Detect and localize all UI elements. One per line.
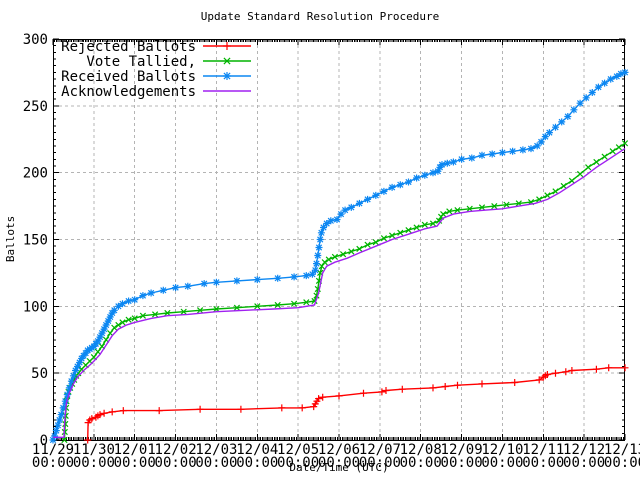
svg-text:150: 150: [23, 233, 48, 249]
svg-text:12/13: 12/13: [604, 442, 640, 458]
svg-text:11/30: 11/30: [73, 442, 115, 458]
svg-text:100: 100: [23, 299, 48, 315]
svg-text:12/09: 12/09: [441, 442, 483, 458]
svg-text:00:00: 00:00: [522, 455, 564, 471]
svg-text:12/02: 12/02: [155, 442, 197, 458]
svg-text:12/12: 12/12: [563, 442, 605, 458]
data-series: [49, 68, 629, 444]
svg-text:00:00: 00:00: [563, 455, 605, 471]
svg-text:50: 50: [31, 366, 48, 382]
svg-text:12/03: 12/03: [195, 442, 237, 458]
legend-label-rejected-ballots: Rejected Ballots: [61, 39, 196, 55]
svg-text:200: 200: [23, 166, 48, 182]
svg-text:00:00: 00:00: [318, 455, 360, 471]
legend-label-vote-tallied: Vote Tallied,: [86, 54, 196, 70]
plot-border: [53, 39, 625, 441]
svg-text:12/10: 12/10: [481, 442, 523, 458]
svg-text:300: 300: [23, 32, 48, 48]
svg-text:12/08: 12/08: [400, 442, 442, 458]
svg-text:00:00: 00:00: [359, 455, 401, 471]
svg-text:250: 250: [23, 99, 48, 115]
legend-samples: [203, 42, 251, 92]
svg-text:00:00: 00:00: [400, 455, 442, 471]
svg-text:00:00: 00:00: [32, 455, 74, 471]
svg-text:00:00: 00:00: [236, 455, 278, 471]
svg-text:00:00: 00:00: [155, 455, 197, 471]
svg-text:0: 0: [40, 433, 48, 449]
svg-text:12/07: 12/07: [359, 442, 401, 458]
svg-text:00:00: 00:00: [73, 455, 115, 471]
svg-text:12/05: 12/05: [277, 442, 319, 458]
legend-label-acknowledgements: Acknowledgements: [61, 84, 196, 100]
svg-text:00:00: 00:00: [604, 455, 640, 471]
gridlines: [53, 39, 625, 440]
svg-text:12/01: 12/01: [114, 442, 156, 458]
legend-label-received-ballots: Received Ballots: [61, 69, 196, 85]
svg-text:00:00: 00:00: [441, 455, 483, 471]
y-axis-title: Ballots: [4, 216, 17, 262]
svg-text:00:00: 00:00: [195, 455, 237, 471]
tick-labels: 05010015020025030011/2900:0011/3000:0012…: [23, 32, 640, 471]
svg-text:11/29: 11/29: [32, 442, 74, 458]
svg-text:00:00: 00:00: [114, 455, 156, 471]
svg-text:00:00: 00:00: [481, 455, 523, 471]
chart-title: Update Standard Resolution Procedure: [201, 10, 439, 23]
x-axis-title: Date/Time (UTC): [289, 461, 388, 474]
axis-ticks: [52, 38, 626, 441]
svg-text:12/06: 12/06: [318, 442, 360, 458]
svg-text:00:00: 00:00: [277, 455, 319, 471]
svg-text:12/11: 12/11: [522, 442, 564, 458]
svg-text:12/04: 12/04: [236, 442, 278, 458]
